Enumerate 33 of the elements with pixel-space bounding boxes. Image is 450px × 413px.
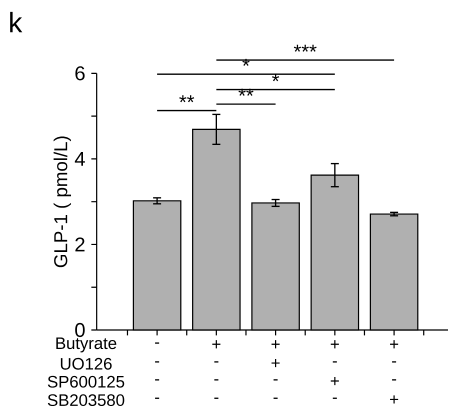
text: -	[155, 361, 160, 363]
text: SP600125	[48, 376, 124, 388]
y-axis-title: GLP-1 ( pmol/L)	[54, 136, 72, 268]
annotation: *	[272, 74, 280, 82]
text: -	[155, 379, 160, 381]
text: ***	[294, 44, 317, 52]
text: k	[10, 12, 22, 32]
text: -	[332, 398, 337, 399]
text: -	[214, 398, 218, 399]
annotation: **	[179, 95, 194, 102]
y-tick-label: 2	[75, 237, 85, 252]
text: -	[392, 361, 396, 363]
text: -	[274, 379, 278, 381]
text: -	[155, 342, 160, 344]
text: +	[330, 376, 339, 386]
text: SB203580	[48, 394, 124, 406]
text: -	[392, 379, 396, 381]
text: -	[214, 361, 218, 363]
text: Butyrate	[56, 338, 116, 352]
text: +	[330, 340, 339, 348]
text: -	[332, 361, 337, 363]
text: +	[212, 340, 220, 348]
text: -	[155, 398, 160, 399]
text: +	[272, 358, 280, 368]
text: -	[274, 398, 278, 399]
text: -	[214, 379, 218, 381]
text: UO126	[60, 358, 112, 370]
text: +	[390, 340, 398, 348]
y-tick-label: 6	[75, 66, 85, 80]
text: +	[390, 395, 398, 404]
text: +	[272, 340, 280, 348]
y-tick-label: 0	[75, 322, 85, 338]
y-tick-label: 4	[74, 152, 85, 166]
